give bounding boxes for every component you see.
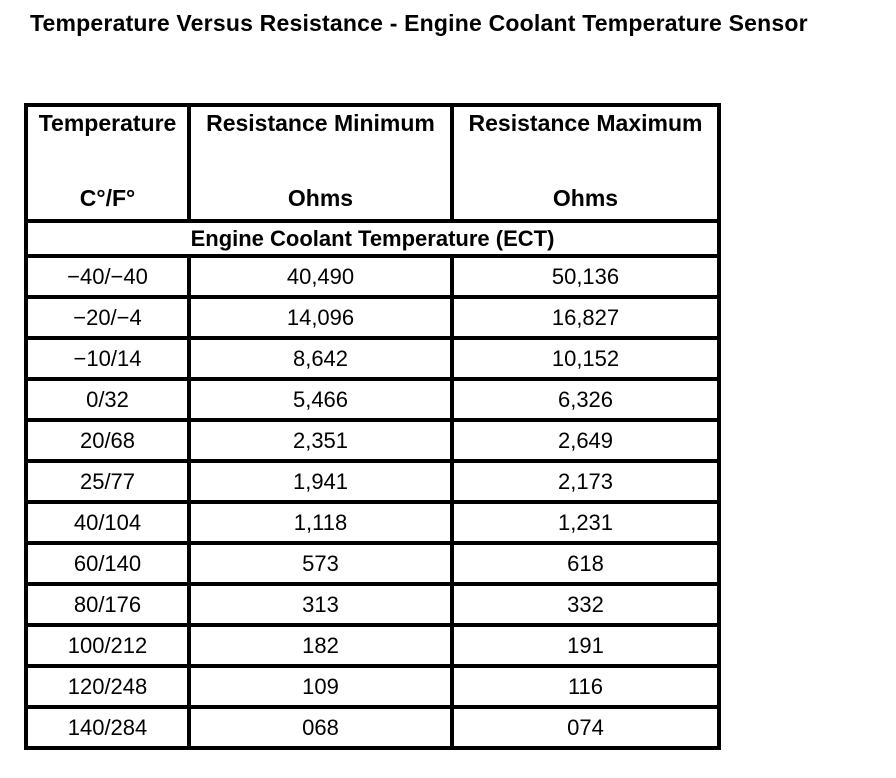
page-title: Temperature Versus Resistance - Engine C…	[30, 10, 808, 36]
table-row: 80/176 313 332	[24, 582, 721, 627]
cell-temperature: 0/32	[24, 377, 191, 422]
cell-resistance-max: 332	[450, 582, 721, 627]
cell-temperature: 120/248	[24, 664, 191, 709]
cell-resistance-max: 191	[450, 623, 721, 668]
table-row: −40/−40 40,490 50,136	[24, 254, 721, 299]
column-unit-temperature: C°/F°	[79, 185, 136, 211]
temperature-resistance-table: Temperature C°/F° Resistance Minimum Ohm…	[24, 103, 721, 750]
table-row: 40/104 1,118 1,231	[24, 500, 721, 545]
table-row: 60/140 573 618	[24, 541, 721, 586]
cell-resistance-min: 5,466	[187, 377, 454, 422]
cell-resistance-max: 2,173	[450, 459, 721, 504]
cell-resistance-min: 14,096	[187, 295, 454, 340]
cell-temperature: 80/176	[24, 582, 191, 627]
cell-resistance-min: 1,118	[187, 500, 454, 545]
cell-temperature: −40/−40	[24, 254, 191, 299]
cell-resistance-min: 313	[187, 582, 454, 627]
table-row: 100/212 182 191	[24, 623, 721, 668]
cell-resistance-max: 1,231	[450, 500, 721, 545]
header-cell-resistance-min: Resistance Minimum Ohms	[187, 103, 454, 223]
cell-resistance-max: 50,136	[450, 254, 721, 299]
column-unit-resistance-min: Ohms	[287, 185, 354, 211]
section-header-row: Engine Coolant Temperature (ECT)	[24, 219, 721, 258]
cell-resistance-max: 2,649	[450, 418, 721, 463]
cell-resistance-min: 1,941	[187, 459, 454, 504]
table-row: 25/77 1,941 2,173	[24, 459, 721, 504]
cell-temperature: −20/−4	[24, 295, 191, 340]
cell-resistance-min: 573	[187, 541, 454, 586]
cell-resistance-max: 10,152	[450, 336, 721, 381]
cell-temperature: 60/140	[24, 541, 191, 586]
column-label-temperature: Temperature	[38, 110, 177, 136]
cell-temperature: −10/14	[24, 336, 191, 381]
table-row: 120/248 109 116	[24, 664, 721, 709]
cell-resistance-max: 074	[450, 705, 721, 750]
cell-temperature: 25/77	[24, 459, 191, 504]
cell-resistance-min: 182	[187, 623, 454, 668]
table-row: 20/68 2,351 2,649	[24, 418, 721, 463]
column-label-resistance-max: Resistance Maximum	[468, 110, 703, 136]
cell-resistance-min: 40,490	[187, 254, 454, 299]
cell-resistance-min: 109	[187, 664, 454, 709]
table-row: −10/14 8,642 10,152	[24, 336, 721, 381]
cell-temperature: 20/68	[24, 418, 191, 463]
table-row: 140/284 068 074	[24, 705, 721, 750]
cell-resistance-min: 2,351	[187, 418, 454, 463]
column-unit-resistance-max: Ohms	[552, 185, 619, 211]
cell-temperature: 100/212	[24, 623, 191, 668]
header-cell-temperature: Temperature C°/F°	[24, 103, 191, 223]
section-header-cell: Engine Coolant Temperature (ECT)	[24, 219, 721, 258]
header-cell-resistance-max: Resistance Maximum Ohms	[450, 103, 721, 223]
header-row: Temperature C°/F° Resistance Minimum Ohm…	[24, 103, 721, 223]
cell-resistance-max: 618	[450, 541, 721, 586]
cell-resistance-max: 16,827	[450, 295, 721, 340]
cell-resistance-min: 8,642	[187, 336, 454, 381]
cell-resistance-min: 068	[187, 705, 454, 750]
table-row: −20/−4 14,096 16,827	[24, 295, 721, 340]
cell-temperature: 40/104	[24, 500, 191, 545]
cell-resistance-max: 116	[450, 664, 721, 709]
column-label-resistance-min: Resistance Minimum	[206, 110, 435, 136]
table-row: 0/32 5,466 6,326	[24, 377, 721, 422]
cell-resistance-max: 6,326	[450, 377, 721, 422]
cell-temperature: 140/284	[24, 705, 191, 750]
